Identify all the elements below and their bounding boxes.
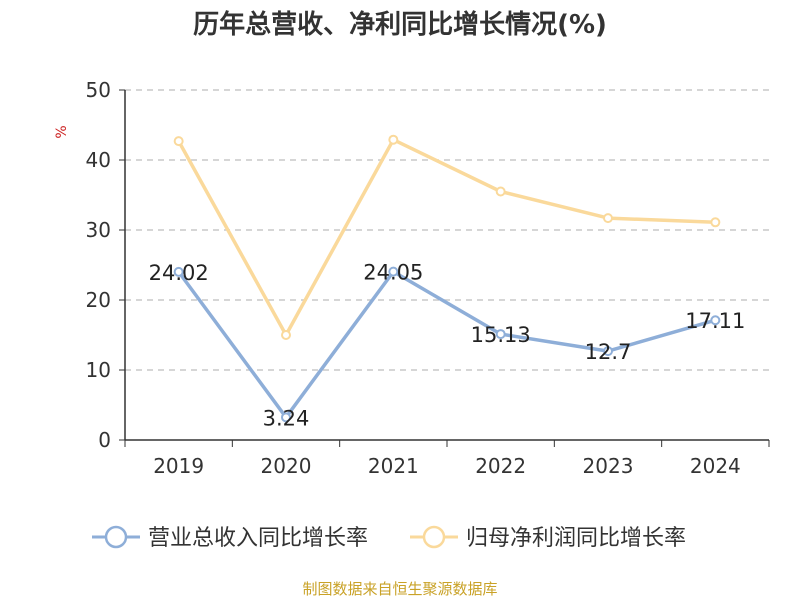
- legend-label: 营业总收入同比增长率: [148, 526, 368, 551]
- y-tick-label: 20: [86, 288, 111, 312]
- data-point: [173, 136, 184, 147]
- grid-lines: [125, 89, 769, 371]
- y-tick-label: 50: [86, 78, 111, 102]
- data-labels: 24.02 3.24 24.05 15.13 12.7 17.11: [149, 261, 746, 431]
- data-point: [603, 213, 613, 224]
- x-tick-label: 2024: [690, 454, 741, 478]
- data-point: [281, 412, 291, 423]
- data-point: [173, 266, 184, 277]
- y-axis-label: %: [54, 125, 70, 138]
- y-tick-label: 30: [86, 218, 111, 242]
- series-line: [177, 137, 716, 337]
- x-tick-label: 2019: [153, 454, 204, 478]
- data-label: 12.7: [585, 340, 632, 364]
- data-point: [710, 217, 721, 228]
- source-note: 制图数据来自恒生聚源数据库: [302, 580, 498, 598]
- data-point: [388, 134, 399, 145]
- data-label: 15.13: [471, 323, 531, 347]
- y-tick-label: 0: [98, 428, 111, 452]
- legend-marker: [104, 525, 128, 549]
- data-point: [710, 315, 721, 326]
- data-label: 17.11: [685, 309, 745, 333]
- legend: 营业总收入同比增长率 归母净利润同比增长率: [92, 525, 686, 551]
- y-tick-label: 40: [86, 148, 111, 172]
- legend-label: 归母净利润同比增长率: [466, 526, 686, 551]
- series-line: [177, 269, 716, 420]
- data-point: [281, 330, 291, 340]
- data-point: [388, 266, 399, 277]
- data-point: [495, 329, 506, 340]
- data-label: 3.24: [263, 406, 310, 430]
- data-label: 24.05: [363, 261, 423, 285]
- x-tick-label: 2021: [368, 454, 419, 478]
- legend-marker: [422, 525, 446, 549]
- series-group: [173, 134, 721, 423]
- data-point: [603, 346, 613, 357]
- chart-title: 历年总营收、净利同比增长情况(%): [193, 10, 607, 40]
- axes: 0 10 20 30 40 50 2019 2020 2021 2022 2023 2024: [86, 78, 770, 478]
- data-point: [495, 186, 506, 197]
- x-tick-label: 2020: [261, 454, 312, 478]
- x-tick-label: 2022: [475, 454, 526, 478]
- data-label: 24.02: [149, 261, 209, 285]
- x-tick-label: 2023: [583, 454, 634, 478]
- y-tick-label: 10: [86, 358, 111, 382]
